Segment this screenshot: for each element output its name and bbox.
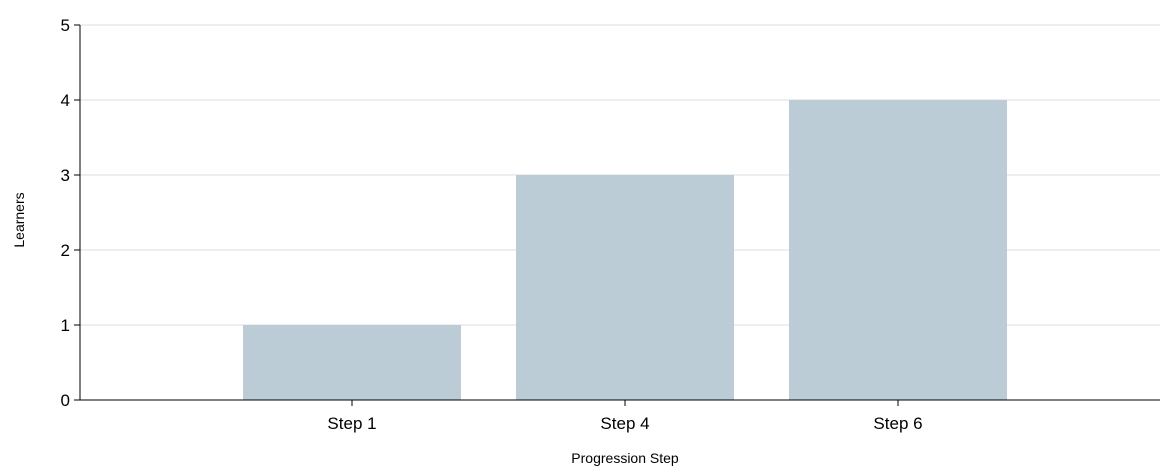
bar [789,100,1007,400]
x-tick-label: Step 1 [327,414,376,433]
bar [243,325,461,400]
y-axis-title: Learners [11,192,27,247]
y-tick-label: 1 [61,316,70,335]
x-tick-label: Step 4 [600,414,649,433]
y-axis-ticks: 0 1 2 3 4 5 [61,16,80,410]
x-axis-ticks: Step 1 Step 4 Step 6 [327,400,923,433]
y-tick-label: 0 [61,391,70,410]
y-tick-label: 4 [61,91,70,110]
y-tick-label: 2 [61,241,70,260]
bars [243,100,1007,400]
y-tick-label: 3 [61,166,70,185]
x-axis-title: Progression Step [571,450,679,466]
y-tick-label: 5 [61,16,70,35]
axes [79,25,1160,401]
x-tick-label: Step 6 [873,414,922,433]
bar [516,175,734,400]
